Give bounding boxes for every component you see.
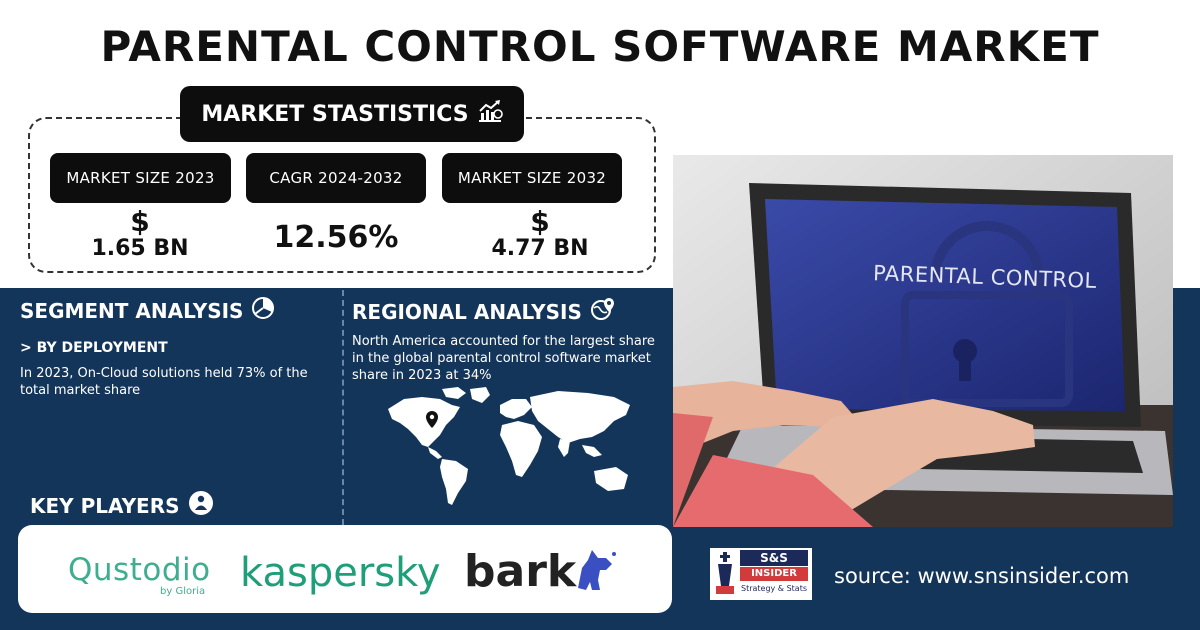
segment-analysis-label: SEGMENT ANALYSIS [20,298,244,323]
page-title: PARENTAL CONTROL SOFTWARE MARKET [100,22,1100,71]
chess-king-icon [716,552,734,594]
stat-label-cagr: CAGR 2024-2032 [246,153,426,203]
kaspersky-logo: kaspersky [240,550,441,596]
stat-value-cagr: 12.56% [273,220,399,255]
key-players-label: KEY PLAYERS [30,493,180,518]
source-text: source: www.snsinsider.com [834,564,1130,588]
sns-logo-top: S&S [740,550,808,566]
regional-description: North America accounted for the largest … [352,334,655,383]
bark-logo: bark [464,546,616,597]
stat-label-market-size-2023: MARKET SIZE 2023 [50,153,231,203]
section-divider [342,290,344,525]
currency-symbol-2032: $ [530,205,550,238]
laptop-photo: PARENTAL CONTROL [673,155,1173,527]
sns-insider-logo: S&S INSIDER Strategy & Stats [710,548,812,600]
sns-logo-mid: INSIDER [740,567,808,581]
stat-value-market-size-2032: 4.77 BN [491,236,589,261]
qustodio-logo-name: Qustodio [68,552,211,588]
globe-pin-icon [590,296,616,327]
growth-chart-icon [477,99,503,129]
world-map [388,387,630,505]
currency-symbol-2023: $ [130,205,150,238]
person-icon [188,490,214,521]
market-stats-header: MARKET STASTISTICS [180,86,524,142]
qustodio-logo: Qustodio by Gloria [68,552,211,597]
segment-subtitle: > BY DEPLOYMENT [20,340,168,356]
regional-analysis-title: REGIONAL ANALYSIS [352,296,616,327]
segment-analysis-title: SEGMENT ANALYSIS [20,296,275,325]
market-stats-header-label: MARKET STASTISTICS [201,101,469,127]
bark-dog-icon [578,550,616,590]
stat-label-market-size-2032: MARKET SIZE 2032 [442,153,622,203]
map-pin-icon [426,411,438,428]
stat-value-market-size-2023: 1.65 BN [91,236,189,261]
bark-logo-name: bark [464,546,577,597]
key-players-title: KEY PLAYERS [30,490,214,521]
qustodio-logo-sub: by Gloria [160,586,206,597]
regional-analysis-label: REGIONAL ANALYSIS [352,299,582,324]
pie-chart-icon [251,296,275,325]
sns-logo-bottom: Strategy & Stats [740,584,808,593]
segment-description: In 2023, On-Cloud solutions held 73% of … [20,366,308,398]
key-players-box [18,525,672,613]
